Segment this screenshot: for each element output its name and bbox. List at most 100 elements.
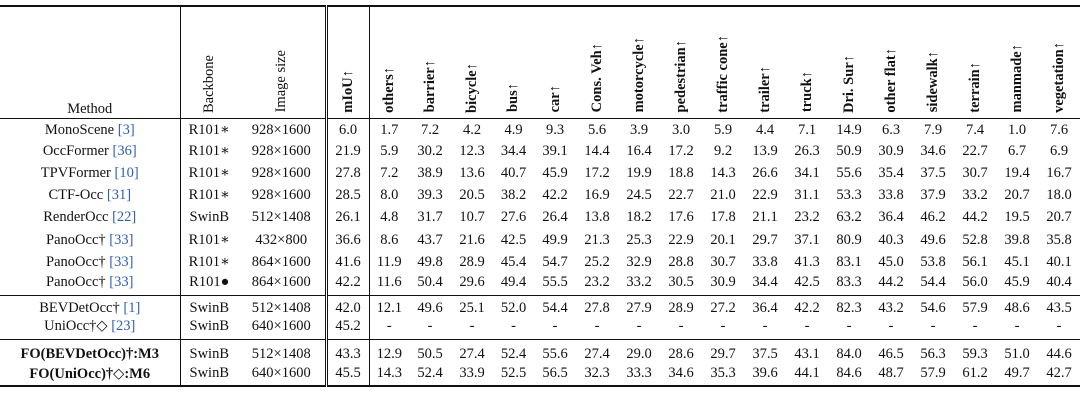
- class-score-cell: 53.8: [920, 253, 946, 270]
- class-score-cell: 44.2: [878, 274, 904, 291]
- class-score-cell: 8.6: [380, 231, 399, 248]
- class-score-cell: 49.6: [920, 231, 946, 248]
- class-score-cell: 46.5: [870, 339, 912, 364]
- class-score-cell: 30.9: [878, 142, 904, 159]
- class-score-cell: 19.5: [1004, 209, 1030, 226]
- class-score-cell: 27.9: [618, 294, 660, 318]
- method-name: PanoOcc†: [46, 231, 106, 248]
- class-score-cell: -: [552, 318, 558, 335]
- metric-header: trailer↑: [744, 6, 786, 119]
- class-score-cell: 40.7: [500, 164, 527, 181]
- class-score-cell: 3.0: [671, 122, 691, 139]
- metric-header: other flat↑: [870, 6, 912, 119]
- class-score-cell: 7.6: [1049, 122, 1069, 139]
- class-score-cell: 14.9: [836, 122, 862, 139]
- class-score-cell: 30.7: [962, 164, 988, 181]
- citation-link[interactable]: [33]: [109, 253, 134, 270]
- class-score-cell: 4.9: [504, 122, 523, 139]
- class-score-cell: 34.4: [500, 142, 527, 159]
- class-score-cell: -: [678, 318, 684, 335]
- miou-cell: 45.2: [326, 317, 370, 340]
- metric-header: car↑: [534, 6, 576, 119]
- class-score-cell: 43.1: [786, 339, 828, 364]
- citation-link[interactable]: [3]: [117, 122, 135, 139]
- metric-header: sidewalk↑: [912, 6, 954, 119]
- class-score-cell: 4.2: [462, 122, 482, 139]
- citation-link[interactable]: [33]: [109, 274, 134, 291]
- class-score-cell: 52.4: [417, 365, 443, 382]
- class-score-cell: 17.8: [710, 209, 736, 226]
- method-name: CTF-Occ: [48, 187, 104, 204]
- class-score-cell: 5.9: [380, 142, 399, 159]
- citation-link[interactable]: [36]: [112, 142, 137, 159]
- class-score-cell: 38.2: [500, 187, 527, 204]
- class-score-cell: 22.7: [668, 187, 694, 204]
- metric-header: Dri. Sur↑: [828, 6, 870, 119]
- metric-header: pedestrian↑: [660, 6, 702, 119]
- metric-header: barrier↑: [409, 6, 451, 119]
- class-score-cell: 49.7: [1004, 365, 1030, 382]
- class-score-cell: 10.7: [459, 209, 485, 226]
- class-score-cell: 34.6: [920, 142, 946, 159]
- class-score-cell: -: [930, 318, 936, 335]
- miou-cell: 41.6: [326, 251, 370, 274]
- citation-link[interactable]: [1]: [123, 300, 141, 317]
- class-score-cell: 37.5: [920, 164, 946, 181]
- image-size-cell: 640×1600: [238, 317, 328, 340]
- backbone-header: Backbone: [180, 6, 238, 119]
- citation-link[interactable]: [10]: [114, 164, 139, 181]
- citation-link[interactable]: [22]: [112, 209, 137, 226]
- class-score-cell: 42.2: [786, 294, 828, 318]
- results-table: Method Backbone Image size mIoU↑ others↑ b…: [0, 5, 1080, 387]
- miou-cell: 43.3: [326, 339, 370, 364]
- class-score-cell: 57.9: [920, 365, 946, 382]
- class-score-cell: 48.7: [878, 365, 904, 382]
- method-name: FO(BEVDetOcc)†:M3: [20, 346, 159, 363]
- class-score-cell: 8.0: [380, 187, 399, 204]
- class-score-cell: 28.9: [660, 294, 702, 318]
- class-score-cell: 14.4: [584, 142, 610, 159]
- class-score-cell: 13.9: [752, 142, 778, 159]
- class-score-cell: 30.9: [710, 274, 736, 291]
- class-score-cell: 52.8: [962, 231, 988, 248]
- class-score-cell: 49.9: [542, 231, 568, 248]
- class-score-cell: 25.2: [584, 253, 610, 270]
- metric-header: traffic cone↑: [702, 6, 744, 119]
- class-score-cell: 11.9: [376, 253, 402, 270]
- method-cell: PanoOcc† [33]: [0, 273, 181, 296]
- class-score-cell: 38.9: [417, 164, 443, 181]
- metric-header: bus↑: [493, 6, 534, 119]
- class-score-cell: 21.0: [710, 187, 736, 204]
- class-score-cell: 59.3: [954, 339, 996, 364]
- class-score-cell: 56.5: [542, 365, 568, 382]
- citation-link[interactable]: [23]: [111, 318, 136, 335]
- class-score-cell: 16.9: [584, 187, 610, 204]
- class-score-cell: 7.2: [420, 122, 440, 139]
- table-row: FO(UniOcc)†◇:M6 SwinB 640×1600 45.5 14.3 52.4…: [0, 363, 1080, 386]
- miou-cell: 28.5: [326, 184, 370, 207]
- class-score-cell: 55.5: [542, 274, 568, 291]
- class-score-cell: 54.4: [920, 274, 946, 291]
- class-score-cell: 45.0: [878, 253, 904, 270]
- class-score-cell: 20.1: [710, 231, 736, 248]
- class-score-cell: 44.6: [1038, 339, 1080, 364]
- class-score-cell: 17.6: [668, 209, 694, 226]
- class-score-cell: -: [386, 318, 392, 335]
- class-score-cell: 44.1: [794, 365, 820, 382]
- class-score-cell: 35.8: [1046, 231, 1072, 248]
- class-score-cell: 54.6: [912, 294, 954, 318]
- class-score-cell: 31.7: [417, 209, 443, 226]
- class-score-cell: 4.4: [755, 122, 775, 139]
- method-header: Method: [0, 6, 181, 119]
- results-group-base-models: BEVDetOcc† [1] SwinB 512×1408 42.0 12.1 49.6 2…: [0, 294, 1080, 340]
- class-score-cell: 48.6: [996, 294, 1038, 318]
- citation-link[interactable]: [31]: [106, 187, 132, 204]
- method-name: PanoOcc†: [46, 274, 106, 291]
- class-score-cell: 57.9: [954, 294, 996, 318]
- method-cell: RenderOcc [22]: [0, 206, 181, 229]
- citation-link[interactable]: [33]: [109, 231, 134, 248]
- class-score-cell: 34.4: [752, 274, 778, 291]
- class-score-cell: 53.3: [836, 187, 862, 204]
- class-score-cell: 26.3: [794, 142, 820, 159]
- class-score-cell: 41.3: [794, 253, 820, 270]
